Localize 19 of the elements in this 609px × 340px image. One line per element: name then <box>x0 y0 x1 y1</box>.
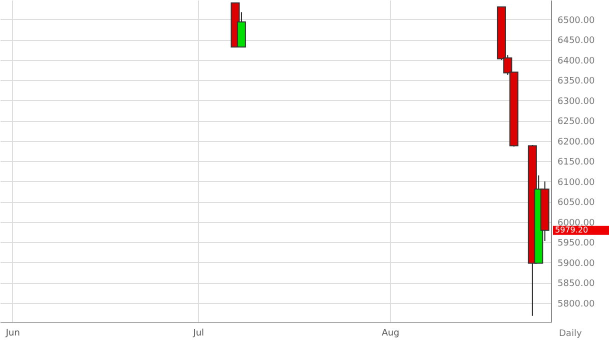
y-tick-label: 6300.00 <box>558 96 595 107</box>
y-tick-label: 6400.00 <box>558 56 595 66</box>
y-tick-label: 6500.00 <box>558 16 595 26</box>
y-tick-label: 5800.00 <box>558 299 595 310</box>
y-tick-label: 6450.00 <box>558 36 595 46</box>
y-tick-label: 5950.00 <box>558 238 595 249</box>
y-tick-label: 5850.00 <box>558 279 595 290</box>
y-tick-label: 6350.00 <box>558 76 595 87</box>
text: 5979.20 <box>555 225 588 234</box>
y-tick-label: 6100.00 <box>558 178 595 188</box>
y-tick-label: 6050.00 <box>558 198 595 208</box>
x-tick-label: Jun <box>4 328 20 338</box>
text: Daily <box>559 329 582 339</box>
x-tick-label: Jul <box>192 328 204 338</box>
x-tick-label: Aug <box>382 328 400 338</box>
y-tick-label: 6250.00 <box>558 117 595 128</box>
y-tick-label: 6150.00 <box>558 158 595 168</box>
y-tick-label: 5900.00 <box>558 258 595 269</box>
y-tick-label: 6200.00 <box>558 137 595 148</box>
